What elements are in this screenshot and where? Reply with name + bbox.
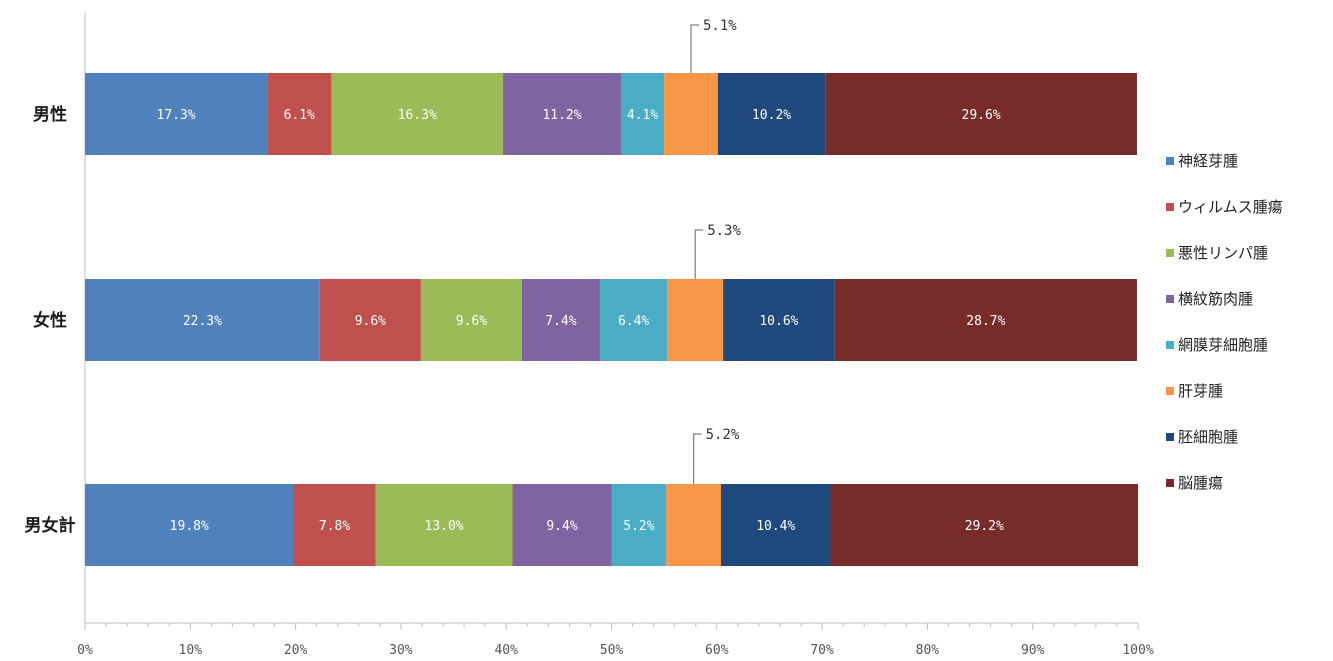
legend-swatch <box>1166 341 1174 349</box>
segment-label: 7.8% <box>319 519 350 534</box>
callout-leader <box>693 433 702 484</box>
legend-label: 肝芽腫 <box>1178 382 1223 400</box>
bar-segment <box>512 484 612 566</box>
legend-swatch <box>1166 295 1174 303</box>
x-tick-label: 0% <box>77 643 93 658</box>
bar-segment <box>667 279 724 361</box>
bar-segment <box>521 279 600 361</box>
segment-label: 11.2% <box>542 108 581 123</box>
bar-segment <box>834 279 1137 361</box>
bar-segment <box>420 279 522 361</box>
segment-label: 7.4% <box>545 314 576 329</box>
segment-label: 29.6% <box>962 108 1001 123</box>
legend-swatch <box>1166 387 1174 395</box>
bar-segment <box>331 73 504 155</box>
segment-label: 9.6% <box>355 314 386 329</box>
segment-label: 16.3% <box>398 108 437 123</box>
x-tick-label: 50% <box>600 643 624 658</box>
bar-segment <box>293 484 376 566</box>
x-tick-label: 40% <box>494 643 518 658</box>
segment-label: 6.4% <box>618 314 649 329</box>
legend-label: ウィルムス腫瘍 <box>1178 198 1283 216</box>
x-tick-label: 20% <box>284 643 308 658</box>
segment-label: 29.2% <box>965 519 1004 534</box>
legend-swatch <box>1166 479 1174 487</box>
category-label: 男女計 <box>25 515 76 536</box>
plot-area: 0% 10% 20% 30% 40% 50% 60% 70% 80% 90% 100% 男性 17.3%… <box>25 12 1154 658</box>
callout-label: 5.1% <box>703 18 737 34</box>
bar-segment <box>721 484 831 566</box>
bar-segment <box>830 484 1138 566</box>
callout-leader <box>690 24 700 73</box>
segment-label: 5.2% <box>623 519 654 534</box>
bar-segment <box>717 73 826 155</box>
legend-label: 脳腫瘍 <box>1178 474 1223 492</box>
bar-segment <box>599 279 668 361</box>
bar-segment <box>267 73 332 155</box>
x-tick-label: 70% <box>810 643 834 658</box>
segment-label: 6.1% <box>284 108 315 123</box>
x-tick-label: 30% <box>389 643 413 658</box>
bar-segment <box>85 279 320 361</box>
bar-segment <box>666 484 722 566</box>
x-tick-label: 60% <box>705 643 729 658</box>
legend-label: 神経芽腫 <box>1178 152 1238 170</box>
segment-label: 22.3% <box>183 314 222 329</box>
x-tick-label: 10% <box>179 643 203 658</box>
legend-label: 横紋筋肉腫 <box>1178 290 1253 308</box>
legend-swatch <box>1166 203 1174 211</box>
segment-label: 13.0% <box>425 519 464 534</box>
bar-segment <box>611 484 667 566</box>
callout-label: 5.2% <box>706 427 740 443</box>
bar-segment <box>620 73 665 155</box>
segment-label: 19.8% <box>170 519 209 534</box>
bar-segment <box>723 279 835 361</box>
bar-segment <box>503 73 621 155</box>
legend-swatch <box>1166 157 1174 165</box>
callout-leader <box>694 229 704 279</box>
bar-segment <box>825 73 1137 155</box>
segment-label: 28.7% <box>966 314 1005 329</box>
callout-label: 5.3% <box>707 223 741 239</box>
bar-segment <box>319 279 421 361</box>
x-tick-label: 100% <box>1122 643 1153 658</box>
legend-swatch <box>1166 433 1174 441</box>
legend-label: 悪性リンパ腫 <box>1178 244 1268 262</box>
segment-label: 17.3% <box>157 108 196 123</box>
segment-label: 9.6% <box>456 314 487 329</box>
x-tick-label: 80% <box>916 643 940 658</box>
category-label: 女性 <box>33 310 67 331</box>
category-label: 男性 <box>33 104 67 125</box>
bar-segment <box>85 73 268 155</box>
bar-segment <box>664 73 718 155</box>
segment-label: 4.1% <box>627 108 658 123</box>
segment-label: 10.6% <box>759 314 798 329</box>
legend-label: 胚細胞腫 <box>1178 428 1238 446</box>
segment-label: 9.4% <box>546 519 577 534</box>
segment-label: 10.2% <box>752 108 791 123</box>
x-tick-label: 90% <box>1021 643 1045 658</box>
segment-label: 10.4% <box>756 519 795 534</box>
legend-swatch <box>1166 249 1174 257</box>
legend-label: 網膜芽細胞腫 <box>1178 336 1268 354</box>
bar-segment <box>85 484 294 566</box>
bar-segment <box>375 484 513 566</box>
